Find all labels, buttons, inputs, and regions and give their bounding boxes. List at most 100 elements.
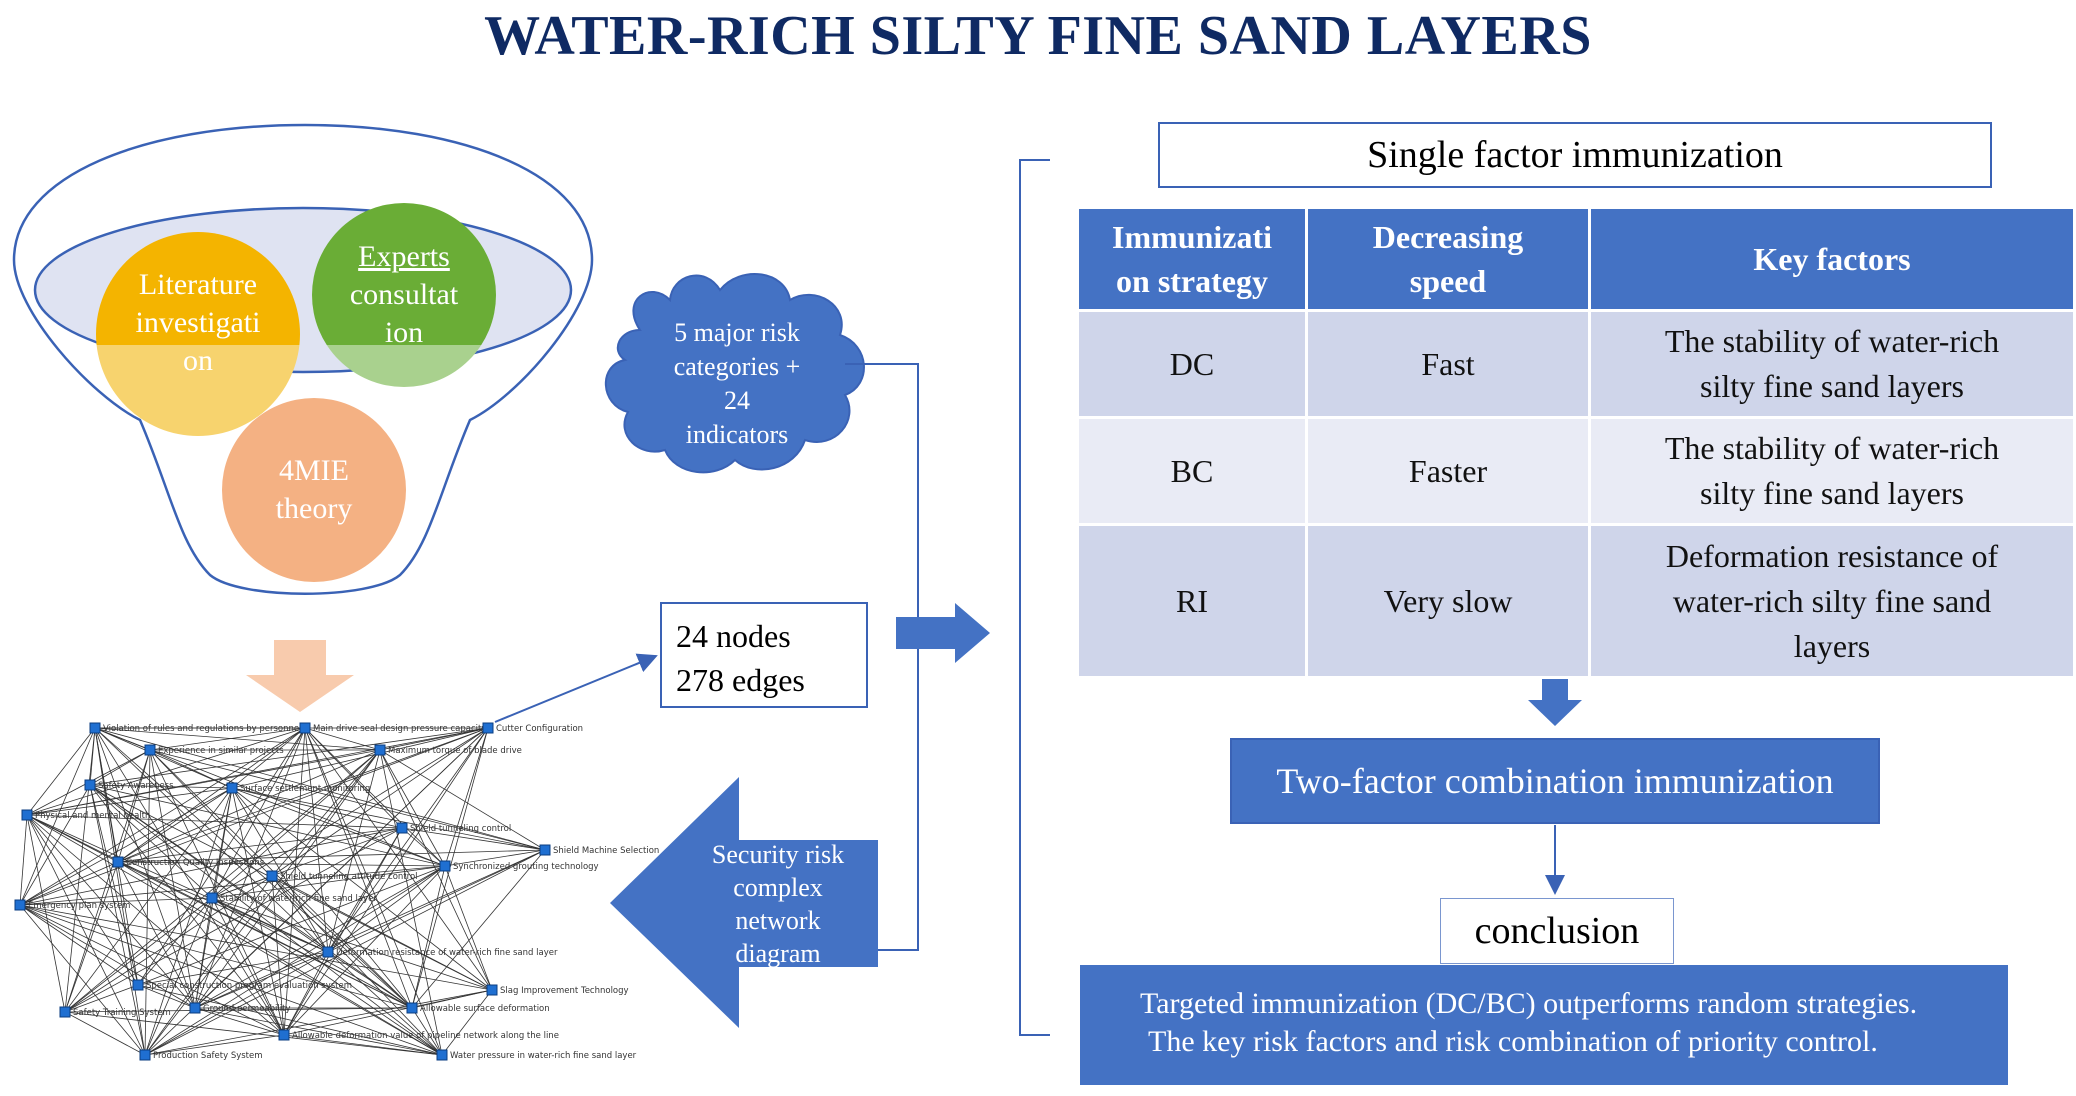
network-edge bbox=[441, 989, 493, 1056]
network-node-label: Allowable surface deformation bbox=[420, 1004, 550, 1014]
network-edge bbox=[271, 727, 489, 877]
network-edge bbox=[283, 1034, 443, 1057]
literature-circle bbox=[96, 232, 300, 436]
network-edge bbox=[19, 904, 146, 1056]
network-node bbox=[322, 946, 334, 958]
down-arrow bbox=[246, 640, 354, 712]
header-key-factors: Key factors bbox=[1588, 206, 2076, 312]
conclusion-box: Targeted immunization (DC/BC) outperform… bbox=[1080, 965, 2008, 1085]
network-edge bbox=[144, 875, 273, 1056]
network-node-label: Main drive seal design pressure capacity bbox=[313, 724, 486, 734]
security-arrow-label: Security risk complex network diagram bbox=[711, 840, 845, 968]
table-row: DC Fast The stability of water-rich silt… bbox=[1076, 309, 2076, 419]
network-edge bbox=[271, 875, 329, 953]
network-node-label: Surface settlement monitoring bbox=[240, 784, 370, 794]
network-node-label: Synchronized grouting technology bbox=[453, 862, 599, 872]
network-edge bbox=[64, 1005, 413, 1013]
network-edge bbox=[327, 727, 489, 953]
network-edge bbox=[283, 827, 403, 1036]
network-edge bbox=[64, 861, 119, 1013]
network-edge bbox=[444, 849, 546, 868]
network-edge bbox=[231, 787, 493, 991]
theory-circle bbox=[222, 398, 406, 582]
network-edge bbox=[304, 727, 330, 953]
network-edge bbox=[19, 904, 285, 1036]
network-edge bbox=[117, 727, 489, 863]
network-edge bbox=[283, 727, 489, 1036]
network-edge bbox=[144, 989, 493, 1057]
network-edge bbox=[443, 727, 489, 867]
network-node-label: Special construction program evaluation … bbox=[146, 981, 352, 991]
network-edge bbox=[26, 814, 67, 1013]
cell-speed: Very slow bbox=[1305, 523, 1591, 679]
network-edge bbox=[117, 749, 381, 863]
network-edge bbox=[64, 827, 403, 1013]
network-edge bbox=[117, 827, 403, 864]
cell-factor: Deformation resistance of water-rich sil… bbox=[1588, 523, 2076, 679]
network-edge bbox=[211, 865, 446, 900]
network-edge bbox=[271, 875, 287, 1036]
page-title: WATER-RICH SILTY FINE SAND LAYERS bbox=[484, 5, 1592, 67]
network-edge bbox=[144, 749, 381, 1056]
network-node-label: Stability of water-rich fine sand layer bbox=[220, 894, 377, 904]
network-node bbox=[206, 892, 218, 904]
network-node bbox=[299, 722, 311, 734]
network-edge bbox=[194, 727, 306, 1009]
network-edge bbox=[19, 861, 119, 906]
network-edge bbox=[19, 897, 213, 908]
network-node-label: Slag Improvement Technology bbox=[500, 986, 629, 996]
table-row: BC Faster The stability of water-rich si… bbox=[1076, 416, 2076, 526]
network-node bbox=[139, 1049, 151, 1061]
network-edge bbox=[89, 784, 140, 986]
cell-speed: Fast bbox=[1305, 309, 1591, 419]
network-edge bbox=[231, 787, 329, 953]
network-node bbox=[486, 984, 498, 996]
network-edge bbox=[144, 897, 213, 1056]
network-edge bbox=[211, 727, 489, 899]
network-edge bbox=[117, 787, 233, 863]
network-edge bbox=[94, 727, 329, 953]
network-edge bbox=[116, 749, 151, 863]
network-edge bbox=[444, 865, 493, 991]
network-node-label: Allowable deformation value of pipeline … bbox=[292, 1031, 559, 1041]
network-edge bbox=[19, 784, 91, 906]
network-node-label: Production Safety System bbox=[153, 1051, 263, 1061]
network-edge bbox=[117, 861, 443, 1056]
network-node-label: Experience in similar projects bbox=[158, 746, 284, 756]
conclusion-item: The key risk factors and risk combinatio… bbox=[1148, 1025, 1878, 1058]
network-node bbox=[132, 979, 144, 991]
network-node bbox=[226, 782, 238, 794]
network-edge bbox=[63, 749, 151, 1013]
network-node bbox=[482, 722, 494, 734]
network-edge bbox=[211, 897, 285, 1036]
network-edge bbox=[26, 814, 139, 986]
network-edge bbox=[117, 861, 329, 953]
network-node-label: Maximum torque of blade drive bbox=[388, 746, 522, 756]
network-node bbox=[84, 779, 96, 791]
network-edge bbox=[64, 984, 139, 1013]
network-node bbox=[374, 744, 386, 756]
network-edge bbox=[89, 784, 213, 899]
network-edge bbox=[271, 875, 413, 1009]
network-edge bbox=[231, 727, 489, 790]
network-edge bbox=[231, 787, 286, 1036]
risk-cloud bbox=[604, 273, 865, 474]
network-edge bbox=[94, 727, 147, 1056]
network-edge bbox=[194, 865, 446, 1009]
network-edge bbox=[143, 787, 233, 1056]
network-edge bbox=[327, 951, 413, 1009]
network-edge bbox=[137, 951, 329, 987]
network-edge bbox=[283, 865, 446, 1036]
network-edge bbox=[19, 904, 413, 1010]
network-edge bbox=[89, 784, 233, 791]
network-edge bbox=[19, 727, 96, 906]
literature-label: Literature investigati on bbox=[135, 268, 261, 377]
cloud-connector bbox=[845, 363, 919, 951]
network-edge bbox=[137, 984, 196, 1009]
cell-speed: Faster bbox=[1305, 416, 1591, 526]
network-edge bbox=[211, 875, 273, 899]
network-edge bbox=[19, 865, 446, 908]
network-edge bbox=[327, 865, 446, 953]
network-node-label: Physical and mental health bbox=[35, 811, 150, 821]
